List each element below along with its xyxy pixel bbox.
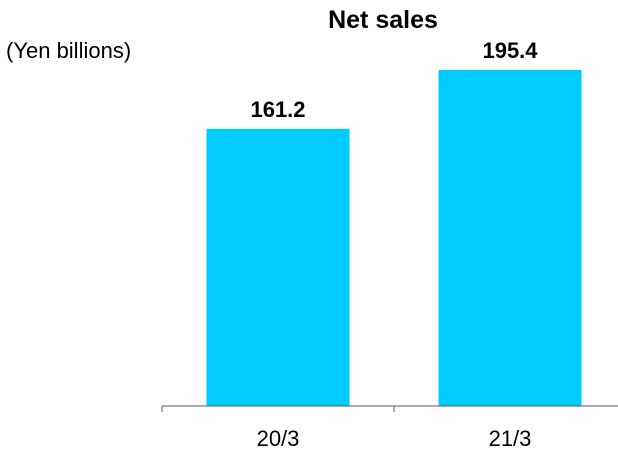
bar-20-3 <box>206 128 350 406</box>
bar-21-3 <box>438 70 582 406</box>
x-axis-labels-group: 20/3 21/3 <box>257 426 532 451</box>
x-axis-ticks-group <box>161 406 395 412</box>
value-label-20-3: 161.2 <box>250 97 305 122</box>
unit-label: (Yen billions) <box>6 38 131 63</box>
bars-group <box>206 70 582 406</box>
x-tick-label-20-3: 20/3 <box>257 426 300 451</box>
chart-title: Net sales <box>328 6 438 34</box>
value-labels-group: 161.2 195.4 <box>250 38 538 122</box>
value-label-21-3: 195.4 <box>482 38 538 63</box>
x-tick-label-21-3: 21/3 <box>489 426 532 451</box>
